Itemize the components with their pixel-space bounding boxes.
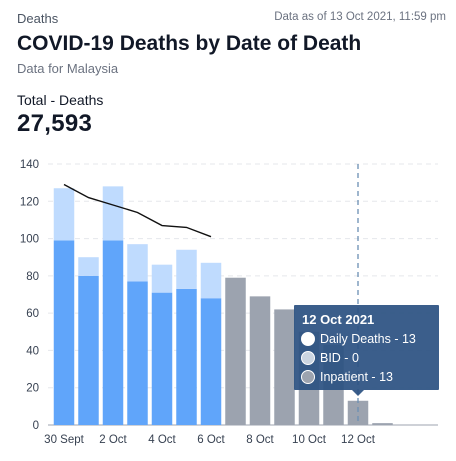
bar-inpatient[interactable] <box>274 309 295 425</box>
x-tick-label: 4 Oct <box>148 434 176 446</box>
chart-subtitle: Data for Malaysia <box>17 61 119 76</box>
bar-inpatient[interactable] <box>151 292 173 425</box>
bar-inpatient[interactable] <box>102 240 124 425</box>
tooltip-swatch <box>301 332 315 346</box>
tooltip-row-label: Daily Deaths - 13 <box>320 332 416 346</box>
y-tick-label: 60 <box>26 308 39 320</box>
total-value: 27,593 <box>17 110 93 137</box>
x-tick-label: 8 Oct <box>246 434 274 446</box>
bar-inpatient[interactable] <box>53 240 75 425</box>
section-label: Deaths <box>17 11 59 26</box>
bar-inpatient[interactable] <box>249 296 271 425</box>
bar-inpatient[interactable] <box>127 281 148 425</box>
deaths-bar-chart[interactable]: 0 20 40 60 80 100 120 140 30 Sept 2 Oct 4 Oct 6 Oct… <box>0 150 456 461</box>
bar-inpatient[interactable] <box>225 277 246 425</box>
y-tick-label: 20 <box>26 383 39 395</box>
bar-inpatient[interactable] <box>372 423 393 425</box>
y-tick-label: 80 <box>26 271 39 283</box>
y-tick-label: 140 <box>20 159 39 171</box>
bar-bid[interactable] <box>102 186 124 241</box>
x-tick-label: 6 Oct <box>197 434 225 446</box>
bar-bid[interactable] <box>176 249 197 289</box>
bar-bid[interactable] <box>78 257 99 276</box>
moving-average-line <box>63 183 212 238</box>
bar-bid[interactable] <box>200 262 222 299</box>
bar-bid[interactable] <box>127 244 148 282</box>
y-tick-label: 100 <box>20 234 39 246</box>
chart-title: COVID-19 Deaths by Date of Death <box>17 32 362 55</box>
tooltip-row-label: BID - 0 <box>320 351 359 365</box>
x-tick-label: 30 Sept <box>44 434 84 446</box>
bar-inpatient[interactable] <box>176 288 197 425</box>
bar-inpatient[interactable] <box>78 275 99 425</box>
bar-bid[interactable] <box>53 188 75 241</box>
tooltip-title: 12 Oct 2021 <box>302 312 374 327</box>
tooltip-swatch <box>301 351 315 365</box>
tooltip-caret <box>352 390 364 396</box>
tooltip-box <box>294 305 439 390</box>
x-tick-label: 2 Oct <box>99 434 127 446</box>
x-tick-label: 12 Oct <box>341 434 376 446</box>
y-tick-label: 120 <box>20 196 39 208</box>
bar-inpatient[interactable] <box>200 298 222 425</box>
bar-bid[interactable] <box>151 264 173 293</box>
y-tick-label: 0 <box>33 420 39 432</box>
tooltip-swatch <box>301 370 315 384</box>
total-label: Total - Deaths <box>17 92 104 108</box>
bar-inpatient[interactable] <box>347 400 369 425</box>
data-as-of: Data as of 13 Oct 2021, 11:59 pm <box>274 11 446 23</box>
x-tick-label: 10 Oct <box>292 434 327 446</box>
tooltip-row-label: Inpatient - 13 <box>320 370 393 384</box>
y-tick-label: 40 <box>26 345 39 357</box>
